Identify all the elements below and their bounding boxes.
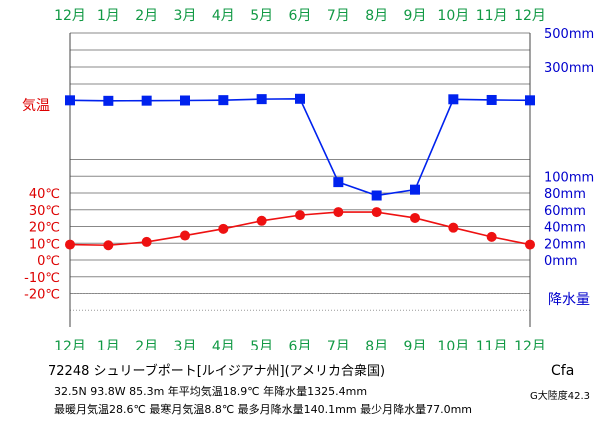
precipitation-tick-label: 60mm [544,204,586,219]
month-label-bottom: 6月 [289,339,312,350]
temperature-point [371,207,382,218]
temperature-point [180,230,190,241]
temperature-axis-title: 気温 [22,98,50,114]
month-label-bottom: 12月 [514,339,546,350]
month-label-top: 11月 [476,8,508,24]
temperature-point [141,236,152,247]
climate-chart: 12月 1月 2月 3月 4月 5月 6月 7月 8月 9月 10月 11月 12月 12月 1月 2月 3月 4… [22,8,594,350]
month-label-bottom: 2月 [135,339,158,350]
precipitation-tick-label: 300mm [544,61,594,76]
axis-labels: 12月 1月 2月 3月 4月 5月 6月 7月 8月 9月 10月 11月 12月 12月 1月 2月 3月 4… [22,8,594,350]
precipitation-axis-title: 降水量 [548,292,590,308]
month-label-top: 10月 [437,8,469,24]
precipitation-point [103,95,114,106]
month-label-bottom: 10月 [437,339,469,350]
precipitation-tick-label: 40mm [544,221,586,236]
month-label-top: 2月 [135,8,158,24]
temperature-tick-label: 10℃ [29,237,60,252]
temperature-tick-label: 0℃ [37,254,60,269]
continentality-index: G大陸度42.3 [530,391,591,402]
temperature-tick-label: 40℃ [29,187,60,202]
temperature-tick-label: -10℃ [24,271,60,286]
precipitation-point [410,184,420,195]
month-label-bottom: 5月 [250,339,273,350]
temperature-point [486,231,497,242]
precipitation-point [448,94,459,105]
month-label-bottom: 3月 [174,339,197,350]
precipitation-line [69,97,531,197]
temperature-point [295,210,305,221]
grid-lines [69,32,531,327]
month-label-top: 4月 [212,8,235,24]
temperature-point [218,223,229,234]
month-label-top: 1月 [97,8,120,24]
station-title: 72248 シュリーブポート[ルイジアナ州](アメリカ合衆国) [48,364,386,379]
precipitation-point [333,177,344,188]
data-series [65,93,535,251]
temperature-point [333,207,344,218]
precipitation-tick-label: 20mm [544,237,586,252]
month-label-top: 12月 [514,8,546,24]
precipitation-tick-label: 500mm [544,27,594,42]
precipitation-point [65,95,75,106]
temperature-point [448,222,459,233]
temperature-point [256,215,267,226]
precipitation-point [256,94,267,105]
month-label-top: 7月 [327,8,350,24]
month-label-bottom: 7月 [327,339,350,350]
temperature-tick-label: 30℃ [29,204,60,219]
month-label-bottom: 11月 [476,339,508,350]
month-label-top: 9月 [404,8,427,24]
month-label-top: 5月 [250,8,273,24]
temperature-point [525,239,535,250]
temperature-tick-label: 20℃ [29,221,60,236]
precipitation-point [218,95,229,106]
month-label-top: 3月 [174,8,197,24]
precipitation-tick-label: 0mm [544,254,578,269]
station-extremes: 最暖月気温28.6℃ 最寒月気温8.8℃ 最多月降水量140.1mm 最少月降水… [54,403,473,416]
month-label-bottom: 9月 [404,339,427,350]
precipitation-tick-label: 80mm [544,187,586,202]
precipitation-tick-label: 100mm [544,170,594,185]
precipitation-point [486,94,497,105]
precipitation-point [525,95,535,106]
month-label-bottom: 1月 [97,339,120,350]
precipitation-point [371,190,382,201]
month-label-top: 12月 [54,8,86,24]
temperature-point [103,240,114,251]
climate-classification: Cfa [551,363,575,379]
temperature-tick-label: -20℃ [24,288,60,303]
month-label-bottom: 8月 [365,339,388,350]
precipitation-point [180,95,190,106]
temperature-point [410,212,420,223]
month-label-bottom: 12月 [54,339,86,350]
month-label-bottom: 4月 [212,339,235,350]
station-summary: 32.5N 93.8W 85.3m 年平均気温18.9℃ 年降水量1325.4m… [54,385,368,398]
month-label-top: 8月 [365,8,388,24]
temperature-point [65,239,75,250]
precipitation-point [141,95,152,106]
precipitation-point [295,93,305,104]
month-label-top: 6月 [289,8,312,24]
